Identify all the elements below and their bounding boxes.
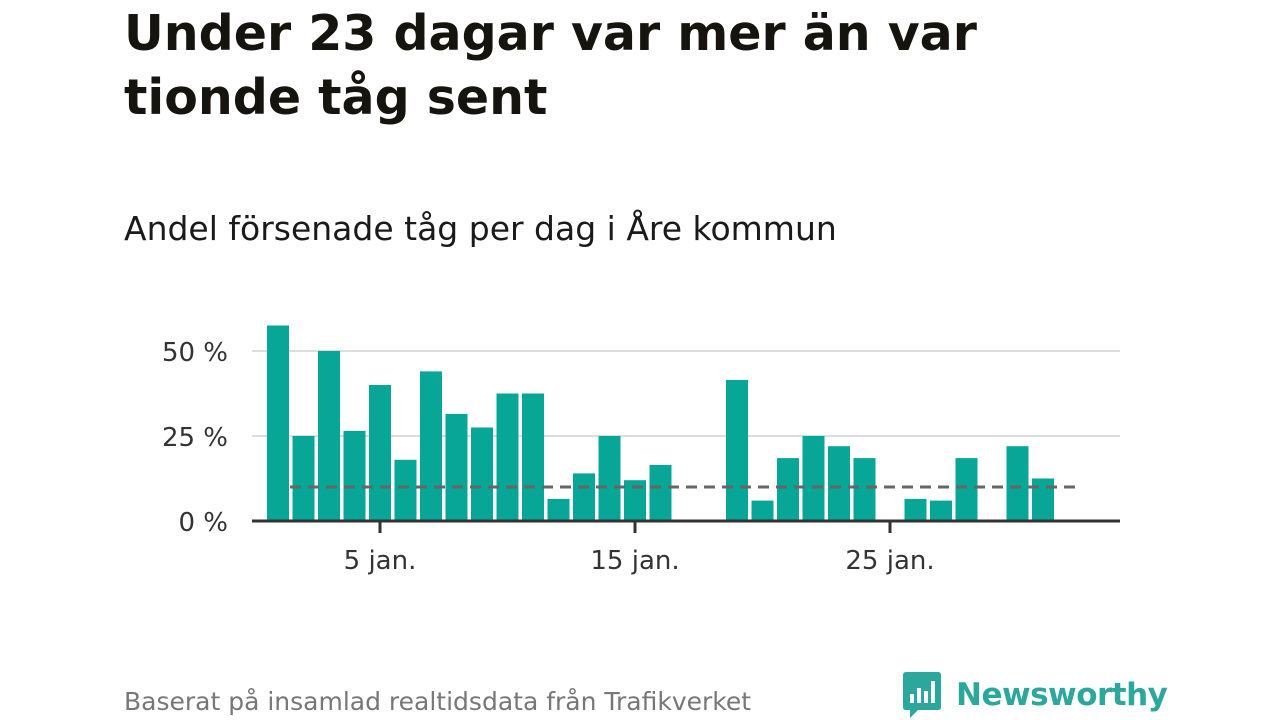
bar [522,393,544,521]
y-axis-labels: 0 % 25 % 50 % [162,338,228,538]
chart-subtitle: Andel försenade tåg per dag i Åre kommun [124,209,837,248]
bar [318,351,340,521]
x-tick-label: 5 jan. [344,546,417,576]
bar [777,458,799,521]
bar [726,379,748,521]
y-tick-label: 50 % [162,338,228,368]
bar [853,458,876,521]
bar [420,371,442,521]
source-note: Baserat på insamlad realtidsdata från Tr… [124,687,752,716]
x-tick-label: 15 jan. [590,546,679,576]
bar [828,446,850,521]
chart-title: Under 23 dagar var mer än var tionde tåg… [124,5,977,126]
brand-name: Newsworthy [956,677,1168,713]
y-tick-label: 0 % [178,508,228,538]
bars [267,325,1054,521]
bar [1006,446,1029,521]
bar [624,480,646,521]
gridlines [252,350,1120,437]
bar [292,436,315,521]
bar [547,498,570,521]
newsworthy-logo: Newsworthy [902,670,1168,720]
bar [369,385,391,521]
bar [394,459,417,521]
bar [802,436,825,521]
bar [471,427,493,521]
bar [955,458,978,521]
bar [267,325,289,521]
y-tick-label: 25 % [162,423,228,453]
bar [649,464,672,521]
bar [573,473,595,521]
x-tick-label: 25 jan. [845,546,934,576]
bar [496,393,519,521]
bar [598,436,621,521]
bar [1032,478,1054,521]
bar [904,498,927,521]
newsworthy-logo-icon [903,672,941,718]
bar [930,500,952,521]
bar [751,500,774,521]
bar [445,413,468,521]
x-axis-labels: 5 jan. 15 jan. 25 jan. [344,521,935,576]
bar-chart: 0 % 25 % 50 % 5 jan. 15 jan. 25 jan. [162,325,1120,576]
bar [343,430,366,521]
